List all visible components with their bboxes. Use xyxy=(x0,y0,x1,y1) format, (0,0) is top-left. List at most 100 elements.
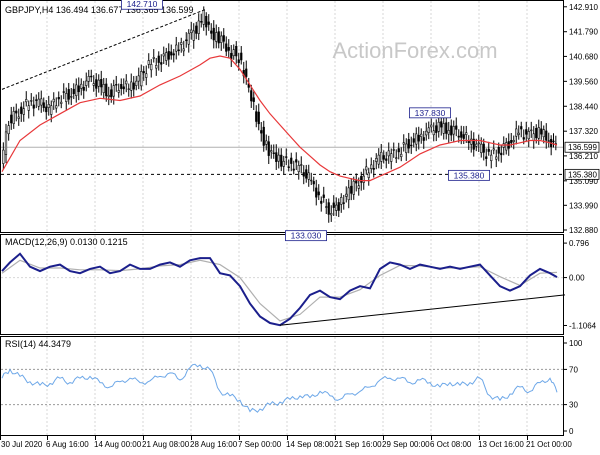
candle-body xyxy=(415,133,418,145)
rsi-layer xyxy=(1,363,563,413)
candle-body xyxy=(345,193,348,197)
candle-body xyxy=(172,53,175,56)
x-tick-label: 28 Aug 16:00 xyxy=(190,440,238,449)
candle-body xyxy=(232,49,235,57)
candle-body xyxy=(72,88,75,95)
candle-body xyxy=(272,152,275,154)
candle-body xyxy=(452,126,455,135)
candle-body xyxy=(15,110,18,114)
candle-body xyxy=(227,47,230,51)
candle-body xyxy=(192,30,195,41)
candle-body xyxy=(75,84,78,96)
candle-body xyxy=(370,164,373,169)
candle-body xyxy=(250,90,253,102)
candle-body xyxy=(367,172,370,178)
candle-body xyxy=(290,157,293,164)
candle-body xyxy=(455,125,458,130)
candle-body xyxy=(332,202,335,208)
candle-body xyxy=(482,143,485,153)
price-annotation-label: 142.710 xyxy=(127,0,158,9)
candle-body xyxy=(477,142,480,145)
candle-body xyxy=(445,122,448,134)
macd-y-tick-label: -1.1064 xyxy=(569,321,597,330)
rsi-line xyxy=(1,363,558,413)
candle-body xyxy=(352,180,355,195)
candle-body xyxy=(257,111,260,125)
candle-body xyxy=(52,98,55,103)
candle-body xyxy=(92,83,95,86)
candle-body xyxy=(80,83,83,89)
candle-body xyxy=(2,149,5,164)
candle-body xyxy=(375,158,378,162)
candle-body xyxy=(70,96,73,98)
candle-body xyxy=(140,71,143,87)
candle-body xyxy=(372,167,375,170)
candle-body xyxy=(382,155,385,160)
price-trendline xyxy=(1,8,207,90)
candle-body xyxy=(430,124,433,128)
candle-body xyxy=(440,121,443,128)
candle-body xyxy=(365,166,368,171)
price-annotation-box xyxy=(121,0,163,10)
candle-body xyxy=(432,130,435,136)
candle-body xyxy=(395,157,398,159)
candle-body xyxy=(267,141,270,156)
price-y-tick-label: 138.440 xyxy=(569,102,598,111)
candle-body xyxy=(470,138,473,145)
candle-body xyxy=(305,169,308,179)
rsi-y-tick-label: 100 xyxy=(569,339,583,348)
candle-body xyxy=(505,142,508,151)
candle-body xyxy=(417,134,420,142)
candle-body xyxy=(77,85,80,93)
candle-body xyxy=(540,128,543,135)
candle-body xyxy=(210,30,213,34)
candle-body xyxy=(530,129,533,132)
candle-body xyxy=(397,148,400,153)
candle-body xyxy=(182,48,185,52)
candle-body xyxy=(122,86,125,90)
candle-body xyxy=(327,202,330,215)
current-price-axis-box xyxy=(564,141,600,153)
candle-body xyxy=(325,206,328,208)
price-annotation-box xyxy=(409,107,451,119)
candle-body xyxy=(302,172,305,177)
support-axis-label: 135.380 xyxy=(568,170,597,179)
candle-body xyxy=(147,60,150,65)
candle-body xyxy=(222,35,225,42)
x-tick-label: 30 Jul 2020 xyxy=(1,440,43,449)
candle-body xyxy=(485,156,488,159)
x-tick-label: 21 Aug 08:00 xyxy=(142,440,190,449)
x-axis-layer: 30 Jul 2020 6 Aug 16:00 14 Aug 00:00 21 Aug… xyxy=(0,436,572,449)
candle-body xyxy=(160,62,163,65)
candle-body xyxy=(320,200,323,204)
candle-body xyxy=(112,85,115,97)
candle-body xyxy=(32,104,35,109)
candle-body xyxy=(275,152,278,162)
candle-body xyxy=(177,49,180,52)
candle-body xyxy=(200,21,203,23)
candle-body xyxy=(475,143,478,147)
candle-body xyxy=(67,89,70,100)
x-tick-label: 7 Sep 00:00 xyxy=(238,440,282,449)
candle-body xyxy=(525,129,528,135)
candle-body xyxy=(30,100,33,102)
candle-body xyxy=(422,137,425,141)
candle-body xyxy=(180,42,183,45)
candle-body xyxy=(512,139,515,143)
candle-body xyxy=(457,135,460,138)
candle-body xyxy=(40,98,43,106)
price-y-tick-label: 137.320 xyxy=(569,127,598,136)
candle-body xyxy=(45,106,48,113)
candle-body xyxy=(342,202,345,204)
candle-body xyxy=(545,130,548,141)
price-annotation-box xyxy=(285,230,327,242)
price-y-tick-label: 133.990 xyxy=(569,201,598,210)
candle-body xyxy=(522,137,525,140)
candle-body xyxy=(377,154,380,165)
candle-body xyxy=(197,20,200,34)
candle-body xyxy=(322,194,325,198)
price-y-tick-label: 141.790 xyxy=(569,28,598,37)
candle-body xyxy=(412,138,415,143)
candle-body xyxy=(437,121,440,132)
x-tick-label: 21 Sep 16:00 xyxy=(334,440,382,449)
